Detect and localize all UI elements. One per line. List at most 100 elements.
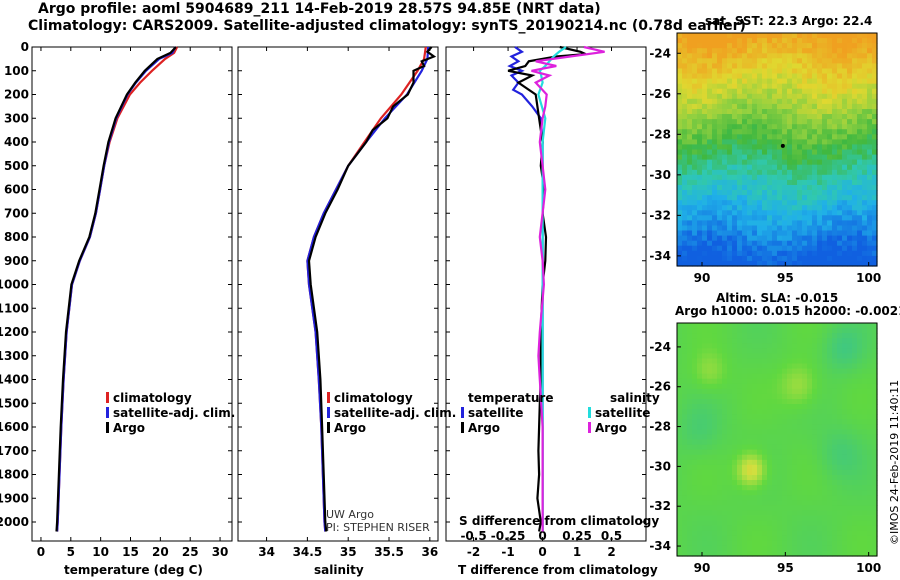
heatmap-cell (677, 444, 683, 451)
heatmap-cell (852, 373, 858, 380)
heatmap-cell (702, 48, 708, 54)
heatmap-cell (797, 109, 803, 115)
heatmap-cell (852, 129, 858, 135)
heatmap-cell (772, 485, 778, 491)
heatmap-cell (687, 190, 693, 196)
heatmap-cell (832, 323, 838, 329)
heatmap-cell (832, 525, 838, 532)
heatmap-cell (757, 114, 763, 120)
heatmap-cell (847, 353, 853, 360)
heatmap-cell (772, 434, 778, 441)
heatmap-cell (692, 393, 698, 400)
heatmap-cell (722, 245, 728, 252)
heatmap-cell (787, 43, 793, 49)
heatmap-cell (747, 88, 753, 95)
heatmap-cell (747, 500, 753, 506)
heatmap-cell (802, 159, 808, 166)
heatmap-cell (847, 129, 853, 135)
heatmap-cell (872, 255, 878, 262)
heatmap-cell (852, 225, 858, 232)
heatmap-cell (837, 368, 843, 375)
heatmap-cell (732, 260, 738, 267)
heatmap-cell (762, 255, 768, 262)
heatmap-cell (857, 240, 863, 247)
heatmap-cell (692, 343, 698, 349)
heatmap-cell (802, 195, 808, 201)
heatmap-cell (767, 550, 773, 557)
heatmap-cell (752, 129, 758, 135)
heatmap-cell (817, 119, 823, 125)
heatmap-cell (837, 174, 843, 181)
heatmap-cell (742, 225, 748, 232)
heatmap-cell (782, 109, 788, 115)
heatmap-cell (677, 454, 683, 461)
heatmap-cell (827, 388, 833, 395)
heatmap-cell (717, 550, 723, 557)
heatmap-cell (862, 58, 868, 64)
heatmap-cell (712, 475, 718, 481)
heatmap-cell (747, 444, 753, 451)
heatmap-cell (842, 154, 848, 161)
heatmap-cell (842, 378, 848, 385)
heatmap-cell (777, 103, 783, 110)
heatmap-cell (777, 343, 783, 349)
heatmap-cell (777, 373, 783, 380)
heatmap-cell (847, 525, 853, 532)
heatmap-cell (812, 205, 818, 211)
heatmap-cell (842, 149, 848, 156)
heatmap-cell (847, 333, 853, 339)
heatmap-cell (822, 550, 828, 557)
heatmap-cell (812, 333, 818, 339)
heatmap-cell (692, 134, 698, 140)
heatmap-cell (757, 363, 763, 370)
heatmap-cell (682, 88, 688, 95)
heatmap-cell (827, 358, 833, 365)
heatmap-cell (712, 505, 718, 511)
heatmap-cell (772, 419, 778, 425)
heatmap-cell (782, 550, 788, 557)
heatmap-cell (717, 338, 723, 344)
heatmap-cell (867, 520, 873, 527)
heatmap-cell (852, 454, 858, 461)
heatmap-cell (772, 245, 778, 252)
heatmap-cell (737, 525, 743, 532)
heatmap-cell (732, 215, 738, 221)
heatmap-cell (782, 393, 788, 400)
heatmap-cell (822, 535, 828, 542)
heatmap-cell (712, 485, 718, 491)
heatmap-cell (797, 124, 803, 130)
heatmap-cell (802, 449, 808, 456)
heatmap-cell (687, 383, 693, 390)
heatmap-cell (862, 190, 868, 196)
heatmap-cell (857, 114, 863, 120)
heatmap-cell (832, 353, 838, 360)
heatmap-cell (687, 78, 693, 85)
heatmap-cell (817, 220, 823, 227)
heatmap-cell (787, 449, 793, 456)
heatmap-cell (852, 439, 858, 446)
heatmap-cell (832, 505, 838, 511)
heatmap-cell (867, 78, 873, 85)
heatmap-cell (682, 179, 688, 186)
heatmap-cell (697, 424, 703, 430)
heatmap-cell (682, 464, 688, 471)
heatmap-cell (702, 414, 708, 420)
heatmap-cell (697, 525, 703, 532)
heatmap-cell (797, 409, 803, 415)
heatmap-cell (767, 260, 773, 267)
heatmap-cell (727, 495, 733, 501)
heatmap-cell (872, 134, 878, 140)
heatmap-cell (742, 134, 748, 140)
heatmap-cell (867, 210, 873, 216)
heatmap-cell (752, 179, 758, 186)
heatmap-cell (757, 343, 763, 349)
heatmap-cell (702, 439, 708, 446)
heatmap-cell (722, 98, 728, 105)
heatmap-cell (792, 485, 798, 491)
heatmap-cell (777, 129, 783, 135)
heatmap-cell (797, 525, 803, 532)
heatmap-cell (797, 260, 803, 267)
heatmap-cell (792, 333, 798, 339)
heatmap-cell (707, 399, 713, 405)
